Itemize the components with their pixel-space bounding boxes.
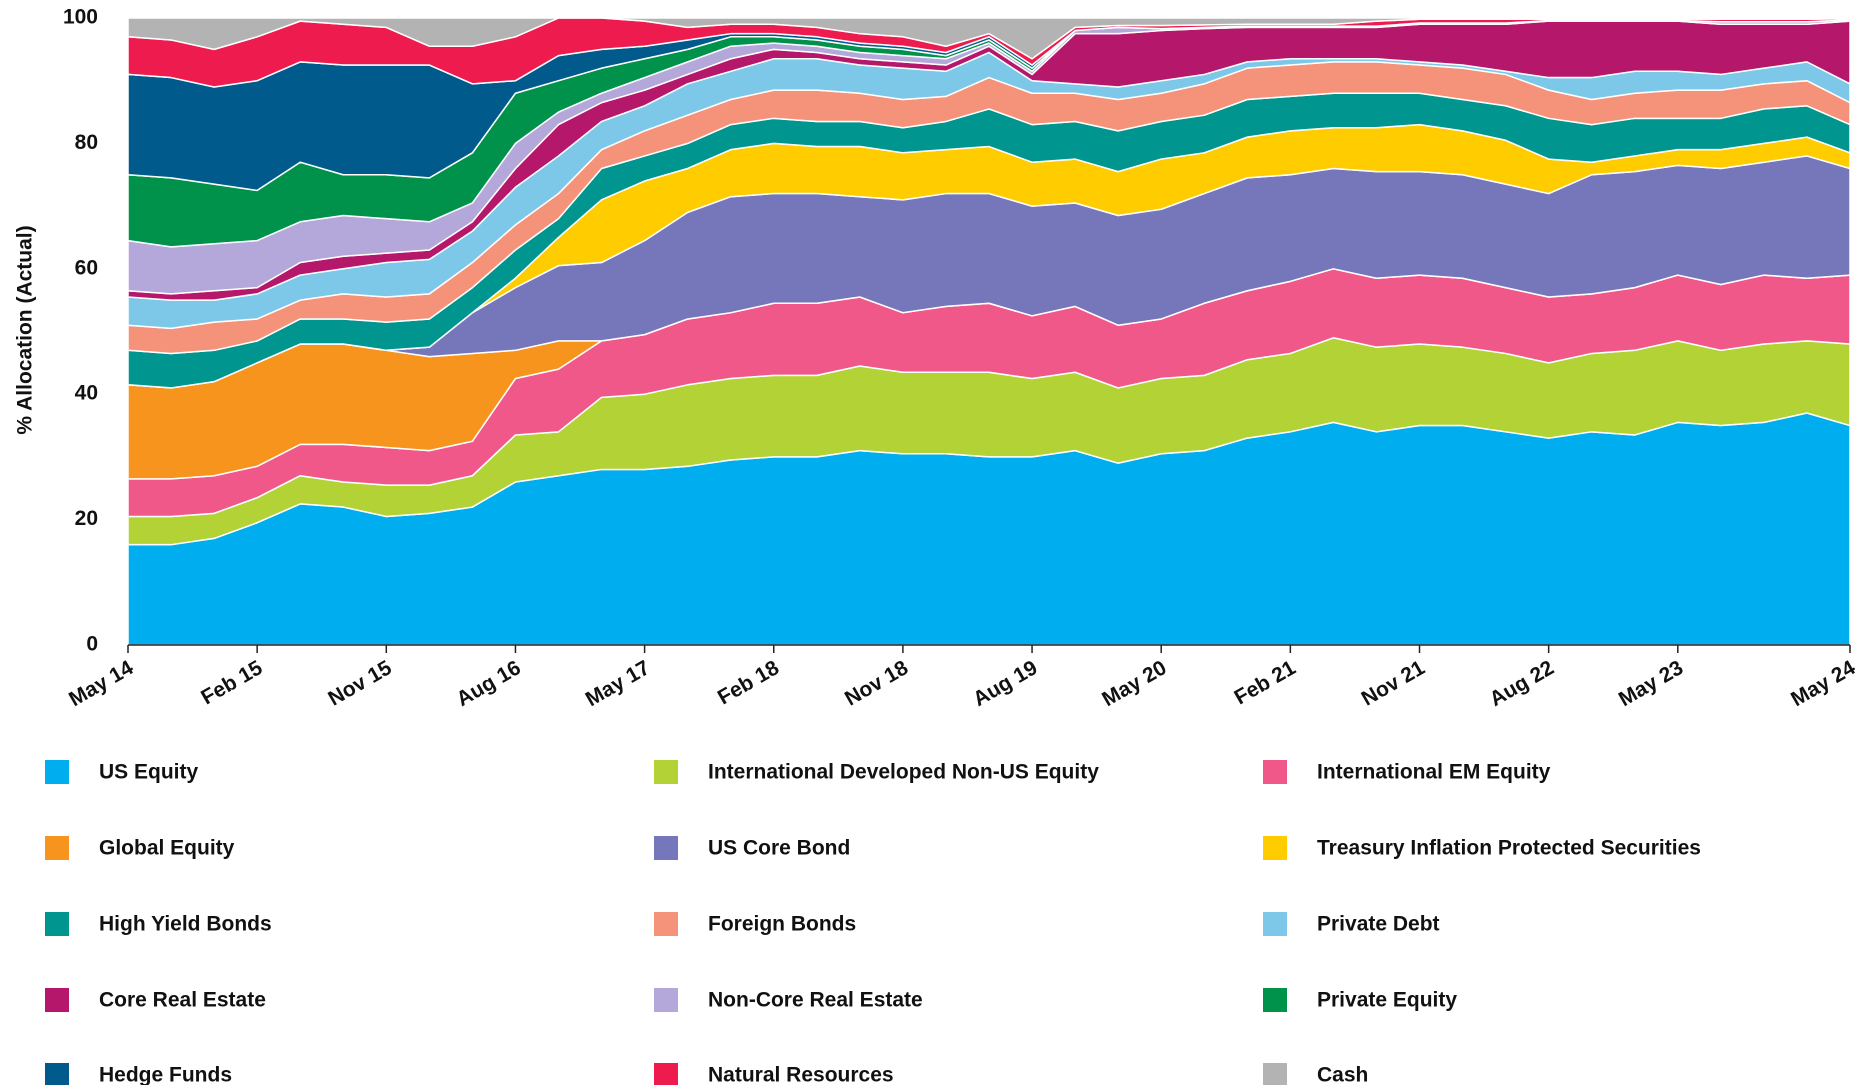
- legend-label: Global Equity: [99, 837, 235, 860]
- legend-label: High Yield Bonds: [99, 913, 272, 936]
- legend-item: Private Equity: [1263, 988, 1457, 1012]
- y-tick-label: 80: [75, 131, 98, 154]
- legend-item: Treasury Inflation Protected Securities: [1263, 836, 1701, 860]
- x-tick-label: Feb 18: [714, 656, 783, 709]
- legend-swatch: [45, 836, 69, 860]
- y-tick-label: 0: [86, 633, 98, 656]
- legend-item: Hedge Funds: [45, 1063, 232, 1085]
- legend-item: Non-Core Real Estate: [654, 988, 923, 1012]
- legend-label: Private Equity: [1317, 989, 1457, 1012]
- legend-label: Cash: [1317, 1064, 1368, 1085]
- y-tick-label: 100: [63, 6, 98, 29]
- x-tick-label: Aug 22: [1486, 656, 1558, 711]
- legend-label: Non-Core Real Estate: [708, 989, 923, 1012]
- legend-label: Natural Resources: [708, 1064, 894, 1085]
- legend-item: Core Real Estate: [45, 988, 266, 1012]
- legend-item: Cash: [1263, 1063, 1368, 1085]
- legend-label: US Equity: [99, 761, 198, 784]
- legend-swatch: [45, 988, 69, 1012]
- y-tick-label: 40: [75, 382, 98, 405]
- x-tick-label: Nov 18: [841, 656, 912, 711]
- legend-swatch: [1263, 912, 1287, 936]
- x-tick-label: May 17: [582, 656, 654, 711]
- x-tick-label: May 24: [1787, 656, 1859, 711]
- area: [127, 17, 1851, 60]
- legend-item: International EM Equity: [1263, 760, 1551, 784]
- x-tick-label: May 20: [1098, 656, 1170, 711]
- x-tick-label: May 14: [65, 656, 137, 711]
- legend-label: International Developed Non-US Equity: [708, 761, 1099, 784]
- legend-label: Private Debt: [1317, 913, 1440, 936]
- legend-label: International EM Equity: [1317, 761, 1551, 784]
- legend-label: US Core Bond: [708, 837, 850, 860]
- legend-swatch: [1263, 1063, 1287, 1085]
- legend-swatch: [1263, 836, 1287, 860]
- legend-swatch: [1263, 988, 1287, 1012]
- legend-swatch: [654, 912, 678, 936]
- legend-swatch: [45, 1063, 69, 1085]
- legend-item: Private Debt: [1263, 912, 1440, 936]
- legend-swatch: [654, 760, 678, 784]
- legend-swatch: [654, 836, 678, 860]
- legend-swatch: [654, 1063, 678, 1085]
- legend-item: Global Equity: [45, 836, 235, 860]
- x-tick-label: Aug 16: [453, 656, 525, 711]
- legend-item: International Developed Non-US Equity: [654, 760, 1099, 784]
- legend-label: Hedge Funds: [99, 1064, 232, 1085]
- x-tick-label: Feb 21: [1231, 656, 1300, 709]
- x-tick-label: May 23: [1615, 656, 1687, 711]
- legend-item: US Core Bond: [654, 836, 850, 860]
- legend-label: Treasury Inflation Protected Securities: [1317, 837, 1701, 860]
- legend-item: Natural Resources: [654, 1063, 894, 1085]
- x-tick-label: Aug 19: [969, 656, 1041, 711]
- x-tick-label: Nov 21: [1358, 656, 1429, 711]
- legend-item: High Yield Bonds: [45, 912, 272, 936]
- y-axis-label: % Allocation (Actual): [14, 225, 37, 434]
- legend-item: US Equity: [45, 760, 198, 784]
- legend-swatch: [654, 988, 678, 1012]
- y-tick-label: 20: [75, 507, 98, 530]
- legend-swatch: [45, 912, 69, 936]
- legend-label: Foreign Bonds: [708, 913, 856, 936]
- legend-swatch: [1263, 760, 1287, 784]
- legend-swatch: [45, 760, 69, 784]
- legend-item: Foreign Bonds: [654, 912, 856, 936]
- x-tick-label: Nov 15: [324, 656, 395, 711]
- legend-label: Core Real Estate: [99, 989, 266, 1012]
- y-tick-label: 60: [75, 256, 98, 279]
- x-tick-label: Feb 15: [197, 656, 266, 709]
